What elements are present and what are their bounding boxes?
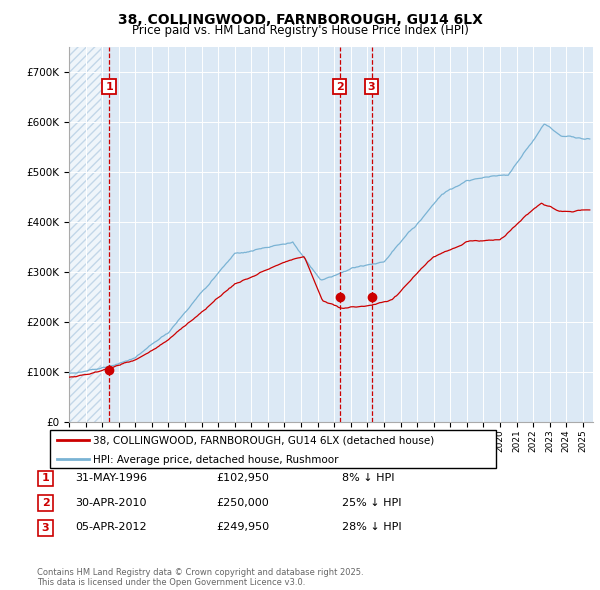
Text: 28% ↓ HPI: 28% ↓ HPI xyxy=(342,523,401,532)
Bar xyxy=(69,47,101,422)
FancyBboxPatch shape xyxy=(38,520,53,536)
FancyBboxPatch shape xyxy=(38,471,53,486)
Text: 30-APR-2010: 30-APR-2010 xyxy=(75,498,146,507)
Text: 05-APR-2012: 05-APR-2012 xyxy=(75,523,146,532)
Text: 1: 1 xyxy=(105,81,113,91)
Text: Price paid vs. HM Land Registry's House Price Index (HPI): Price paid vs. HM Land Registry's House … xyxy=(131,24,469,37)
FancyBboxPatch shape xyxy=(50,430,496,468)
Text: 3: 3 xyxy=(42,523,49,533)
Text: £250,000: £250,000 xyxy=(216,498,269,507)
Text: 1: 1 xyxy=(42,474,49,483)
Text: £249,950: £249,950 xyxy=(216,523,269,532)
Text: £102,950: £102,950 xyxy=(216,473,269,483)
Text: 3: 3 xyxy=(368,81,376,91)
Text: 38, COLLINGWOOD, FARNBOROUGH, GU14 6LX: 38, COLLINGWOOD, FARNBOROUGH, GU14 6LX xyxy=(118,13,482,27)
Text: 2: 2 xyxy=(336,81,344,91)
Text: 31-MAY-1996: 31-MAY-1996 xyxy=(75,473,147,483)
FancyBboxPatch shape xyxy=(38,496,53,511)
Text: 38, COLLINGWOOD, FARNBOROUGH, GU14 6LX (detached house): 38, COLLINGWOOD, FARNBOROUGH, GU14 6LX (… xyxy=(93,436,434,446)
Text: 25% ↓ HPI: 25% ↓ HPI xyxy=(342,498,401,507)
Text: 8% ↓ HPI: 8% ↓ HPI xyxy=(342,473,395,483)
Text: 2: 2 xyxy=(42,499,49,508)
Text: HPI: Average price, detached house, Rushmoor: HPI: Average price, detached house, Rush… xyxy=(93,455,338,466)
Bar xyxy=(69,47,101,422)
Text: Contains HM Land Registry data © Crown copyright and database right 2025.
This d: Contains HM Land Registry data © Crown c… xyxy=(37,568,364,587)
